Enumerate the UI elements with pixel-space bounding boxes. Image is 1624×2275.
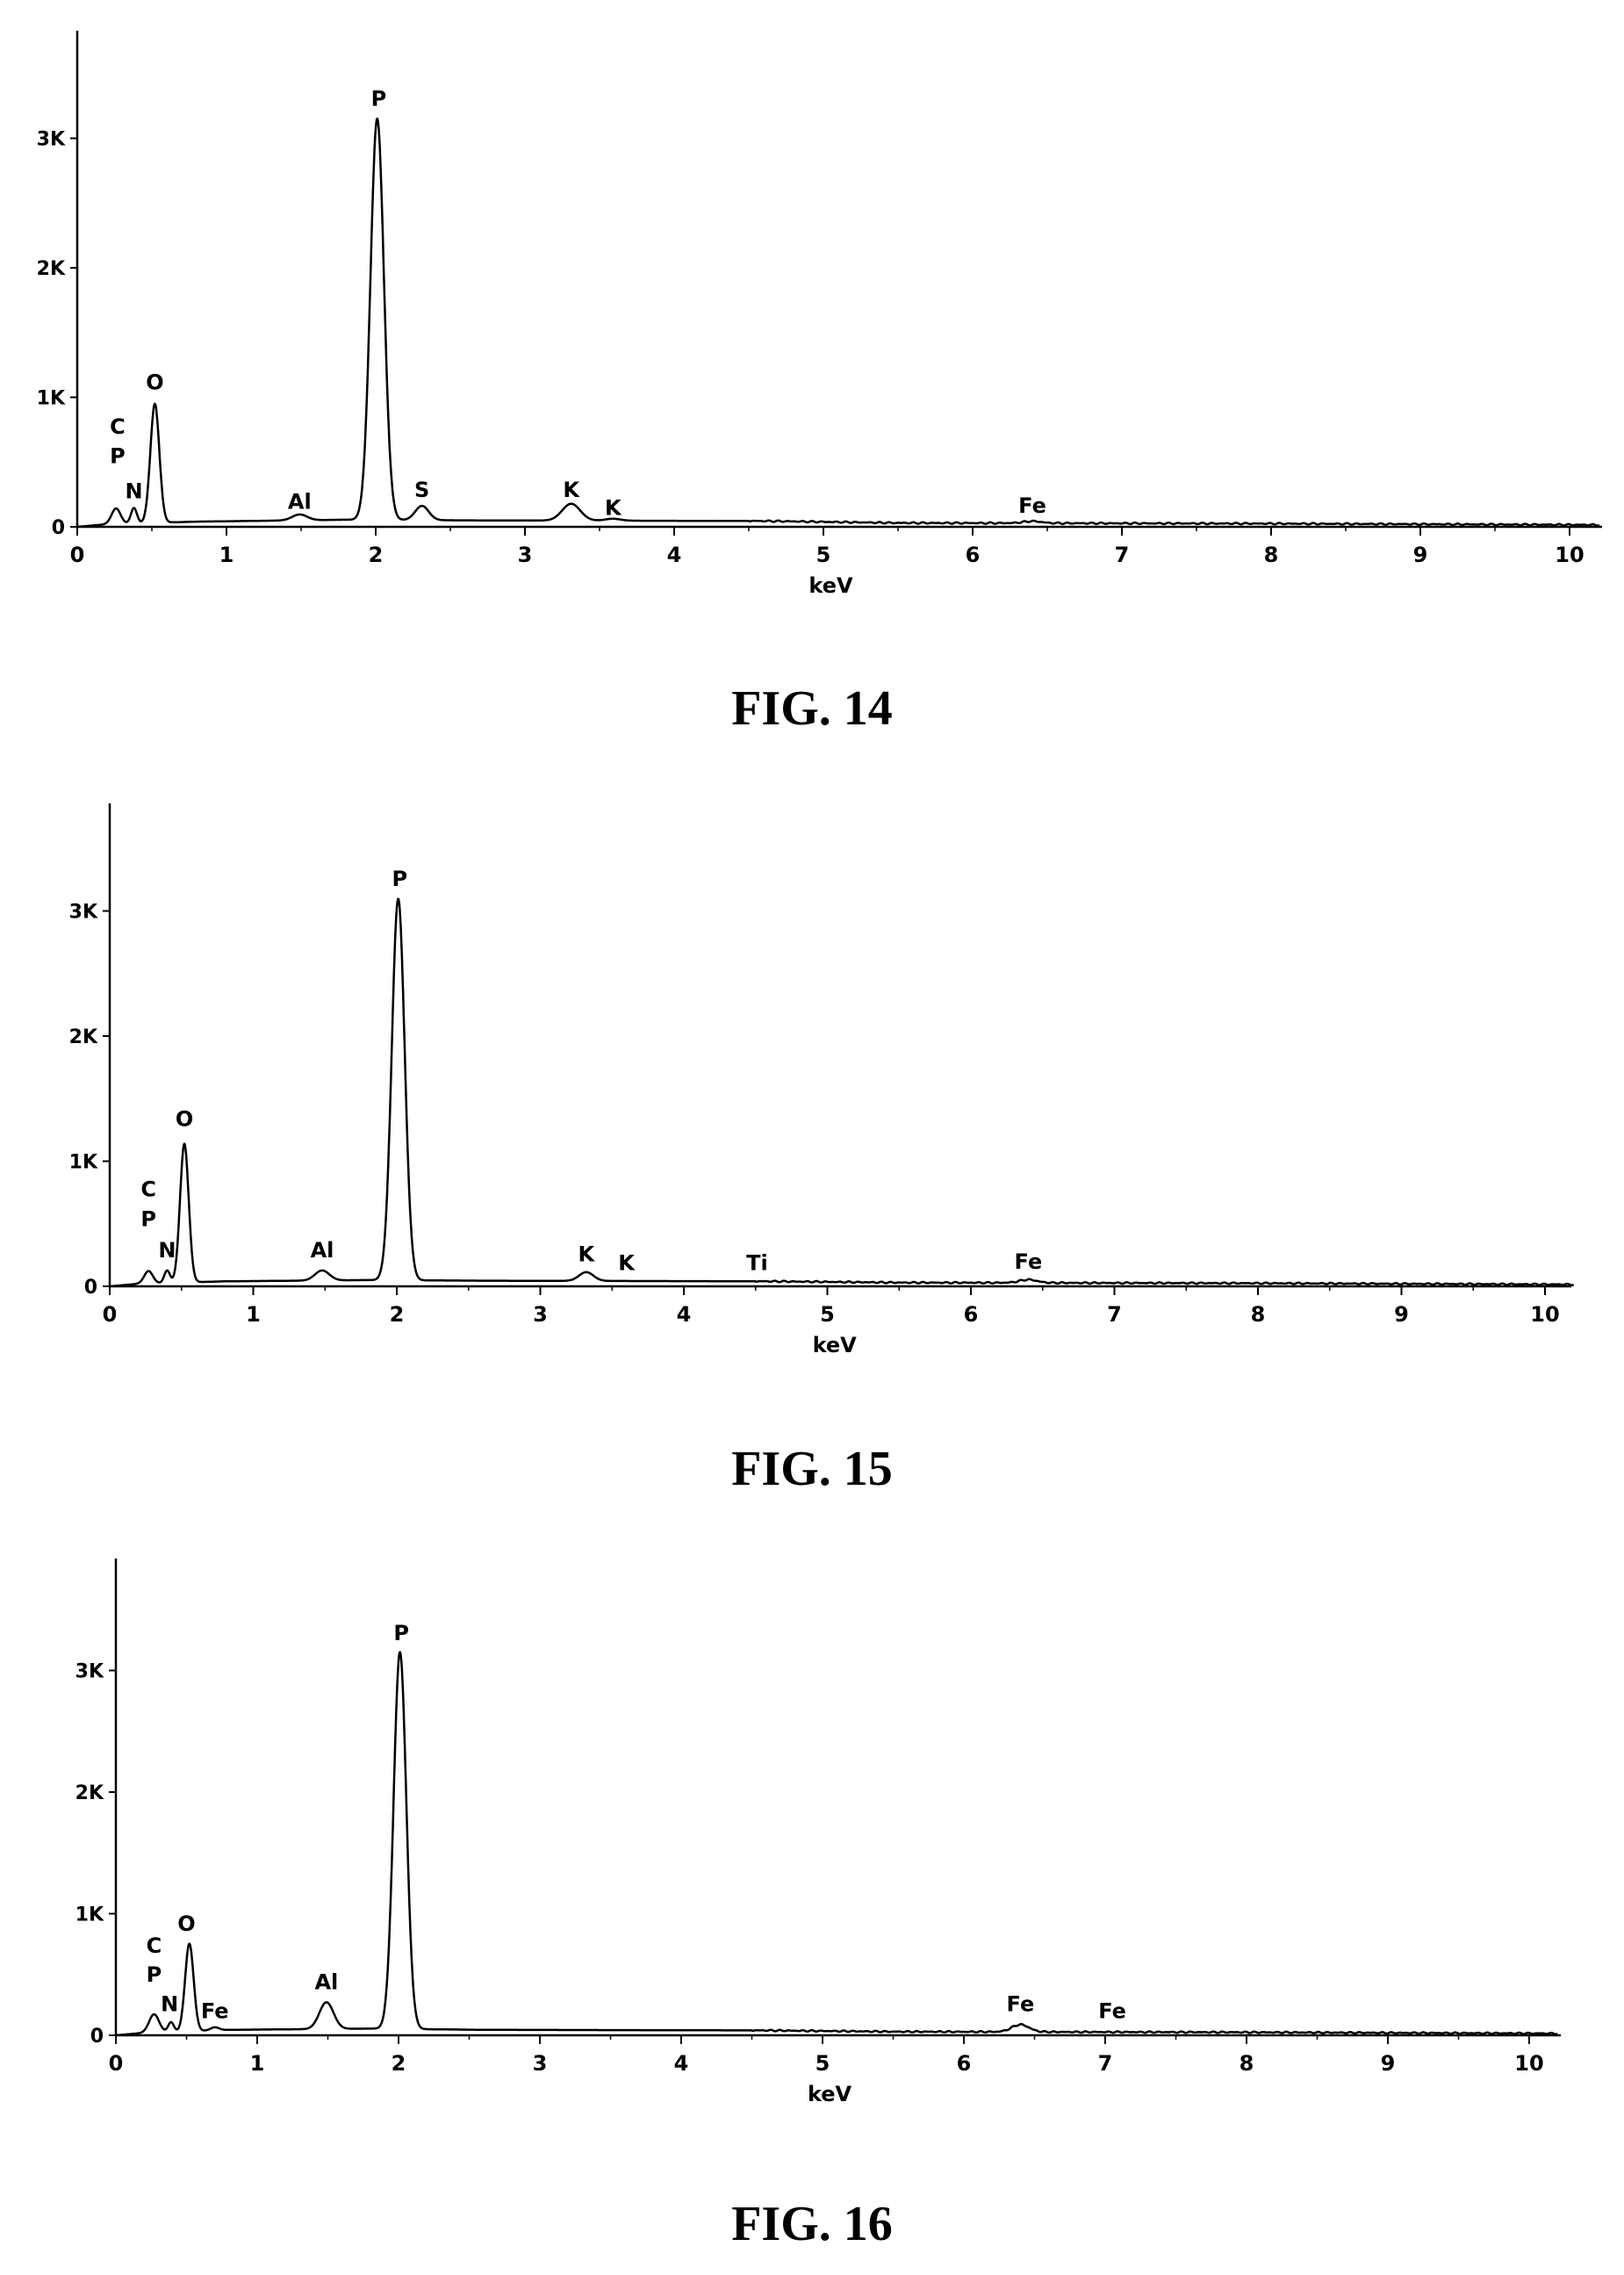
x-tick-label: 5 [816,2051,830,2076]
peak-label: C [140,1177,156,1201]
peak-label: Al [314,1969,338,1994]
figure-16: 0 1 2 3 4 5 6 7 8 9 10 0 1K 2K 3K keV C P N Fe O Al P Fe Fe FIG.… [0,1528,1624,2275]
x-tick-label: 4 [667,543,682,567]
y-tick-label: 3K [69,902,98,924]
x-tick-label: 6 [966,543,981,567]
peak-label: O [176,1107,193,1132]
peak-label: P [140,1207,156,1232]
x-tick-label: 9 [1381,2051,1396,2076]
peak-label: Ti [746,1250,768,1275]
x-tick-label: 7 [1098,2051,1113,2076]
x-tick-label: 10 [1555,543,1584,567]
x-tick-label: 7 [1115,543,1130,567]
x-tick-label: 0 [70,543,85,567]
x-tick-label: 1 [246,1302,261,1327]
x-tick-label: 2 [392,2051,406,2076]
peak-label: K [578,1242,596,1267]
y-tick-label: 0 [84,1277,97,1299]
peak-label: Fe [1018,493,1046,518]
y-tick-label: 2K [75,1782,104,1804]
y-tick-label: 1K [69,1152,98,1174]
x-tick-label: 4 [677,1302,692,1327]
x-tick-label: 4 [674,2051,689,2076]
figure-15: 0 1 2 3 4 5 6 7 8 9 10 0 1K 2K 3K keV C P N O Al P K K Ti Fe FIG.… [0,764,1624,1528]
axes: 0 1 2 3 4 5 6 7 8 9 10 0 1K 2K 3K [37,31,1602,567]
x-tick-label: 3 [533,1302,548,1327]
x-tick-label: 8 [1240,2051,1254,2076]
axes: 0 1 2 3 4 5 6 7 8 9 10 0 1K 2K 3K [69,803,1571,1327]
x-tick-label: 7 [1107,1302,1122,1327]
x-tick-label: 2 [390,1302,405,1327]
x-tick-label: 5 [820,1302,835,1327]
peak-label: P [392,867,407,891]
x-tick-label: 1 [250,2051,265,2076]
figure-caption: FIG. 15 [731,1442,893,1496]
x-tick-label: 3 [533,2051,548,2076]
figure-caption: FIG. 16 [731,2197,893,2251]
peak-label: O [146,371,163,395]
x-tick-label: 9 [1394,1302,1409,1327]
x-tick-label: 6 [957,2051,972,2076]
x-tick-label: 5 [816,543,831,567]
x-tick-label: 8 [1251,1302,1266,1327]
x-tick-label: 9 [1413,543,1428,567]
x-tick-label: 3 [518,543,533,567]
figure-caption: FIG. 14 [731,681,893,736]
peak-label: K [605,496,622,521]
y-tick-label: 0 [90,2026,104,2048]
peak-label: Fe [201,1999,229,2024]
spectrum-line [109,897,1575,1288]
x-tick-label: 10 [1514,2051,1543,2076]
peak-label: P [393,1621,409,1645]
y-tick-label: 0 [52,517,65,539]
peak-label: N [161,1991,178,2016]
peak-label: P [147,1962,162,1987]
axes: 0 1 2 3 4 5 6 7 8 9 10 0 1K 2K 3K [75,1559,1561,2076]
peak-label: Fe [1007,1991,1035,2016]
x-tick-label: 6 [964,1302,979,1327]
y-tick-label: 1K [75,1904,104,1926]
x-tick-label: 10 [1530,1302,1559,1327]
x-tick-label: 0 [109,2051,124,2076]
spectrum-line [76,118,1600,529]
peak-label: N [158,1238,176,1263]
peak-label: C [110,414,126,439]
peak-label: C [147,1933,162,1958]
peak-label: S [414,478,429,502]
x-tick-label: 8 [1264,543,1279,567]
peak-label: O [177,1911,195,1936]
x-tick-label: 2 [369,543,384,567]
x-axis-label: keV [813,1333,858,1357]
y-tick-label: 3K [75,1661,104,1683]
peak-label: N [126,479,143,504]
x-tick-label: 1 [219,543,234,567]
y-tick-label: 2K [37,258,66,280]
peak-label: Fe [1098,1999,1126,2024]
figure-14: 0 1 2 3 4 5 6 7 8 9 10 0 1K 2K 3K keV C P N O Al P S K K Fe FIG. … [0,0,1624,764]
spectrum-line [115,1651,1558,2037]
peak-label: Al [311,1238,334,1263]
y-tick-label: 3K [37,129,66,151]
x-axis-label: keV [808,2082,852,2106]
y-tick-label: 1K [37,388,66,410]
peak-label: K [563,478,580,502]
y-tick-label: 2K [69,1026,98,1048]
x-tick-label: 0 [103,1302,118,1327]
peak-label: Fe [1015,1249,1043,1274]
x-axis-label: keV [808,573,853,598]
peak-label: K [618,1250,636,1275]
peak-label: P [110,444,126,469]
peak-label: P [371,87,387,112]
peak-label: Al [288,489,312,514]
